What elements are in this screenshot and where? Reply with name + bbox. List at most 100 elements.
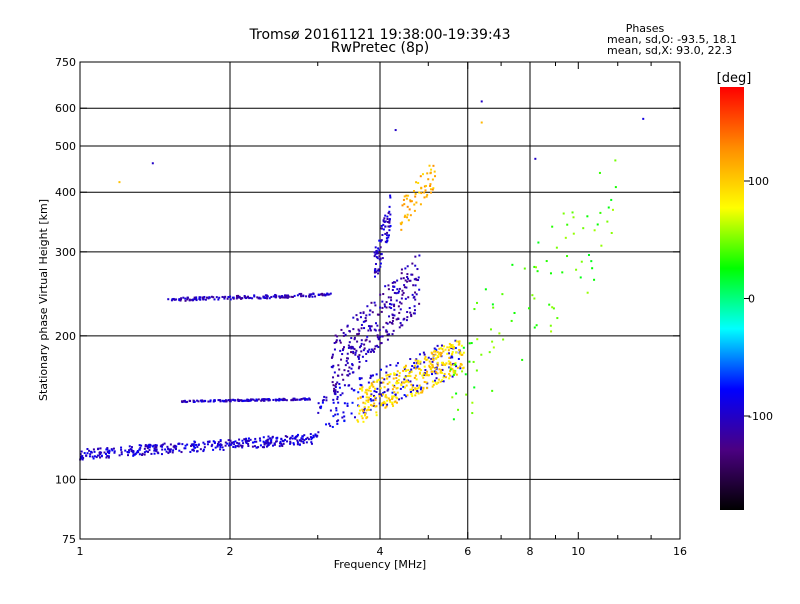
data-point [302, 295, 305, 298]
data-point [414, 359, 417, 362]
data-point [337, 364, 340, 367]
data-point [236, 296, 239, 299]
data-point [190, 444, 193, 447]
data-point [247, 400, 250, 403]
data-point [275, 440, 278, 443]
data-point [413, 309, 416, 312]
data-point [262, 295, 265, 298]
data-point [375, 390, 378, 393]
data-point [202, 400, 205, 403]
data-point [393, 303, 396, 306]
data-point [413, 376, 416, 379]
data-point [307, 438, 310, 441]
data-point [343, 415, 346, 418]
data-point [333, 342, 336, 345]
data-point [415, 201, 418, 204]
data-point [381, 257, 384, 260]
data-point [284, 438, 287, 441]
data-point [380, 224, 383, 227]
data-point [534, 157, 537, 160]
data-point [379, 293, 382, 296]
data-point [403, 378, 406, 381]
data-point [450, 347, 453, 350]
data-point [342, 346, 345, 349]
data-point [202, 441, 205, 444]
data-point [564, 236, 567, 239]
data-point [160, 453, 163, 456]
data-point [439, 371, 442, 374]
data-point [462, 366, 465, 369]
data-point [344, 364, 347, 367]
data-point [282, 440, 285, 443]
data-point [389, 364, 392, 367]
data-point [147, 444, 150, 447]
data-point [405, 395, 408, 398]
x-tick-label: 4 [377, 545, 384, 558]
data-point [219, 400, 222, 403]
data-point [151, 445, 154, 448]
data-point [257, 446, 260, 449]
data-point [257, 398, 260, 401]
data-point [348, 384, 351, 387]
data-point [459, 351, 462, 354]
data-point [445, 362, 448, 365]
data-point [321, 294, 324, 297]
data-point [300, 398, 303, 401]
data-point [393, 285, 396, 288]
data-point [185, 401, 188, 404]
data-point [282, 398, 285, 401]
data-point [373, 396, 376, 399]
data-point [226, 297, 229, 300]
data-point [428, 366, 431, 369]
data-point [374, 322, 377, 325]
data-point [299, 398, 302, 401]
data-point [429, 183, 432, 186]
data-point [154, 444, 157, 447]
data-point [418, 288, 421, 291]
data-point [132, 454, 135, 457]
data-point [457, 343, 460, 346]
data-point [431, 370, 434, 373]
data-point [386, 322, 389, 325]
data-point [513, 311, 516, 314]
data-point [429, 171, 432, 174]
data-point [299, 439, 302, 442]
data-point [387, 284, 390, 287]
data-point [112, 447, 115, 450]
data-point [175, 445, 178, 448]
x-tick-label: 2 [227, 545, 234, 558]
data-point [334, 386, 337, 389]
data-point [265, 445, 268, 448]
data-point [533, 326, 536, 329]
data-point [488, 351, 491, 354]
data-point [402, 198, 405, 201]
data-point [170, 299, 173, 302]
data-point [247, 295, 250, 298]
data-point [392, 317, 395, 320]
data-point [331, 353, 334, 356]
colorbar: [deg] 100 0 -100 [717, 71, 773, 510]
data-point [378, 329, 381, 332]
data-point [379, 239, 382, 242]
data-point [238, 295, 241, 298]
data-point [134, 452, 137, 455]
data-point [386, 338, 389, 341]
data-point [265, 294, 268, 297]
x-tick-label: 1 [77, 545, 84, 558]
data-point [269, 437, 272, 440]
colorbar-gradient [720, 87, 744, 510]
data-point [384, 232, 387, 235]
data-point [296, 443, 299, 446]
data-point [354, 353, 357, 356]
data-point [374, 345, 377, 348]
data-point [267, 399, 270, 402]
data-point [414, 264, 417, 267]
data-point [405, 286, 408, 289]
data-point [337, 419, 340, 422]
data-point [215, 296, 218, 299]
data-point [213, 441, 216, 444]
data-point [415, 293, 418, 296]
data-point [92, 457, 95, 460]
data-point [358, 354, 361, 357]
data-point [375, 414, 378, 417]
